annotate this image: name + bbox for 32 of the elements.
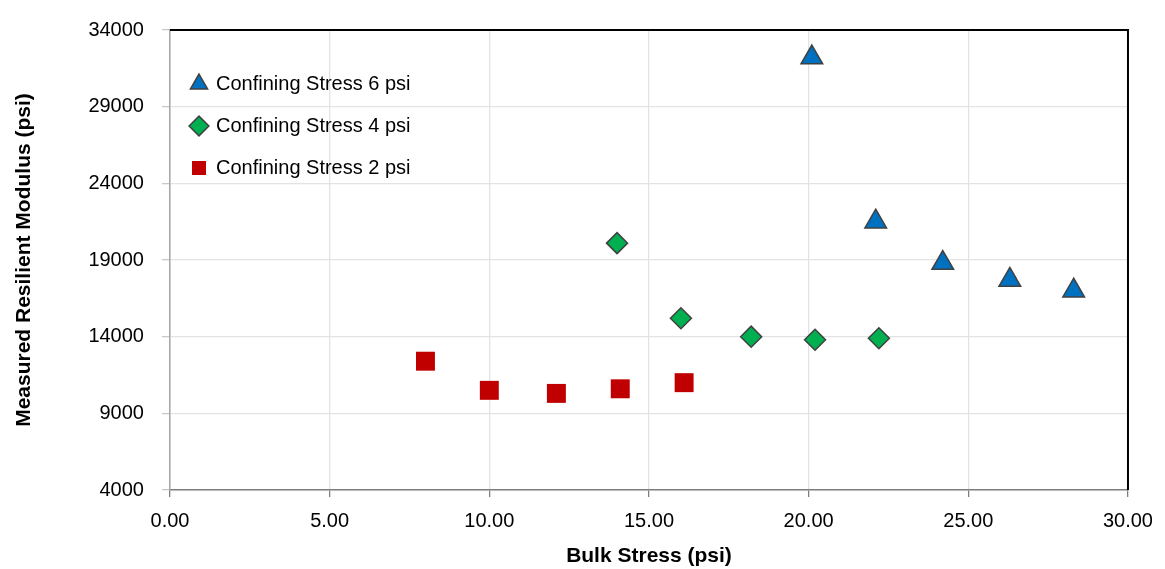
legend-label: Confining Stress 6 psi <box>216 71 411 94</box>
point <box>800 44 824 65</box>
x-tick-label: 15.00 <box>623 508 675 531</box>
y-tick-label: 24000 <box>88 170 144 193</box>
point <box>610 379 630 399</box>
y-tick-label: 19000 <box>88 247 144 270</box>
x-tick-label: 30.00 <box>1102 508 1154 531</box>
y-tick-label: 14000 <box>88 324 144 347</box>
point <box>605 231 629 255</box>
point <box>669 307 693 330</box>
x-tick-label: 0.00 <box>150 508 190 531</box>
point <box>867 326 891 350</box>
point <box>864 208 888 229</box>
point <box>479 380 499 400</box>
point <box>415 351 435 371</box>
x-axis-title: Bulk Stress (psi) <box>566 543 732 567</box>
point <box>803 328 827 351</box>
y-axis-title: Measured Resilient Modulus (psi) <box>11 93 35 427</box>
y-tick-label: 9000 <box>99 400 144 423</box>
point <box>674 373 694 393</box>
point <box>931 249 955 271</box>
x-tick-label: 5.00 <box>310 508 350 531</box>
y-tick-label: 4000 <box>99 477 144 500</box>
x-tick-label: 10.00 <box>464 508 515 531</box>
legend-label: Confining Stress 2 psi <box>216 155 411 178</box>
y-tick-label: 29000 <box>88 94 144 117</box>
x-tick-label: 25.00 <box>943 508 994 531</box>
point <box>739 325 763 348</box>
x-tick-label: 20.00 <box>783 508 834 531</box>
legend-label: Confining Stress 4 psi <box>216 113 411 136</box>
point <box>546 383 566 403</box>
y-tick-label: 34000 <box>88 17 144 40</box>
